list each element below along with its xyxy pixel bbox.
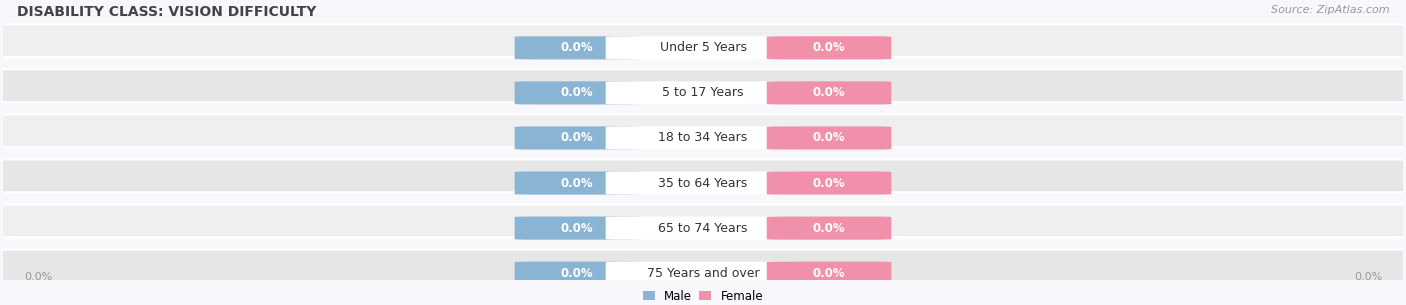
FancyBboxPatch shape <box>0 69 1406 102</box>
Text: 75 Years and over: 75 Years and over <box>647 267 759 280</box>
FancyBboxPatch shape <box>606 171 800 195</box>
FancyBboxPatch shape <box>766 126 891 149</box>
Text: 0.0%: 0.0% <box>24 272 52 282</box>
FancyBboxPatch shape <box>606 217 800 240</box>
Text: 0.0%: 0.0% <box>813 222 845 235</box>
FancyBboxPatch shape <box>606 81 800 105</box>
FancyBboxPatch shape <box>0 249 1406 282</box>
Text: 65 to 74 Years: 65 to 74 Years <box>658 222 748 235</box>
Text: 5 to 17 Years: 5 to 17 Years <box>662 86 744 99</box>
Text: 0.0%: 0.0% <box>561 41 593 54</box>
Text: Under 5 Years: Under 5 Years <box>659 41 747 54</box>
FancyBboxPatch shape <box>0 204 1406 237</box>
FancyBboxPatch shape <box>766 81 891 105</box>
FancyBboxPatch shape <box>606 126 800 149</box>
Text: 0.0%: 0.0% <box>813 41 845 54</box>
FancyBboxPatch shape <box>766 171 891 195</box>
Text: 0.0%: 0.0% <box>561 267 593 280</box>
Text: 0.0%: 0.0% <box>813 267 845 280</box>
Text: 0.0%: 0.0% <box>561 177 593 189</box>
Text: 35 to 64 Years: 35 to 64 Years <box>658 177 748 189</box>
FancyBboxPatch shape <box>606 36 800 59</box>
Text: 0.0%: 0.0% <box>813 131 845 145</box>
Text: 0.0%: 0.0% <box>1354 272 1382 282</box>
FancyBboxPatch shape <box>766 217 891 240</box>
Text: DISABILITY CLASS: VISION DIFFICULTY: DISABILITY CLASS: VISION DIFFICULTY <box>17 5 316 19</box>
FancyBboxPatch shape <box>515 171 640 195</box>
FancyBboxPatch shape <box>0 114 1406 147</box>
FancyBboxPatch shape <box>766 36 891 59</box>
Text: 0.0%: 0.0% <box>813 177 845 189</box>
Text: 0.0%: 0.0% <box>561 86 593 99</box>
Text: Source: ZipAtlas.com: Source: ZipAtlas.com <box>1271 5 1389 15</box>
FancyBboxPatch shape <box>515 262 640 285</box>
FancyBboxPatch shape <box>515 36 640 59</box>
FancyBboxPatch shape <box>515 217 640 240</box>
FancyBboxPatch shape <box>0 24 1406 57</box>
FancyBboxPatch shape <box>606 262 800 285</box>
Text: 0.0%: 0.0% <box>561 131 593 145</box>
Text: 0.0%: 0.0% <box>561 222 593 235</box>
FancyBboxPatch shape <box>515 126 640 149</box>
FancyBboxPatch shape <box>766 262 891 285</box>
Text: 18 to 34 Years: 18 to 34 Years <box>658 131 748 145</box>
Text: 0.0%: 0.0% <box>813 86 845 99</box>
FancyBboxPatch shape <box>0 160 1406 192</box>
Legend: Male, Female: Male, Female <box>638 285 768 305</box>
FancyBboxPatch shape <box>515 81 640 105</box>
